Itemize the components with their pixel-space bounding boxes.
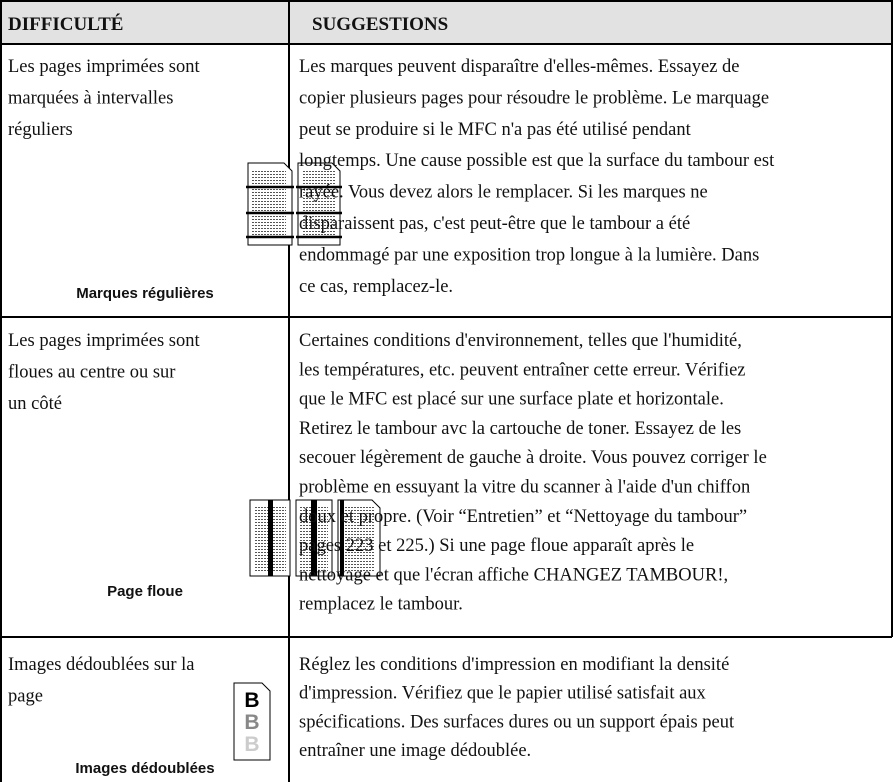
problem-text: Les pages imprimées sont	[8, 331, 200, 351]
problem-text: Les pages imprimées sont	[8, 57, 200, 77]
suggestion-text: disparaissent pas, c'est peut-être que l…	[299, 214, 690, 234]
problem-text: page	[8, 686, 43, 706]
suggestion-text: Certaines conditions d'environnement, te…	[299, 331, 742, 351]
figure-caption: Page floue	[107, 583, 183, 600]
suggestion-text: nettoyage et que l'écran affiche CHANGEZ…	[299, 565, 728, 585]
suggestion-text: pages 223 et 225.) Si une page floue app…	[299, 536, 694, 556]
figure-caption: Images dédoublées	[75, 760, 214, 777]
suggestion-text: entraîner une image dédoublée.	[299, 741, 531, 761]
suggestion-text: que le MFC est placé sur une surface pla…	[299, 390, 724, 410]
problem-text: réguliers	[8, 120, 73, 140]
suggestion-text: d'impression. Vérifiez que le papier uti…	[299, 684, 707, 704]
suggestion-text: Réglez les conditions d'impression en mo…	[299, 655, 729, 675]
problem-text: Images dédoublées sur la	[8, 655, 194, 675]
icon-letter: B	[244, 733, 259, 756]
suggestion-text: remplacez le tambour.	[299, 595, 463, 615]
suggestion-text: ce cas, remplacez-le.	[299, 277, 453, 297]
suggestion-text: rayée. Vous devez alors le remplacer. Si…	[299, 183, 708, 203]
suggestion-text: spécifications. Des surfaces dures ou un…	[299, 712, 735, 732]
suggestion-text: longtemps. Une cause possible est que la…	[299, 151, 775, 171]
header-bg	[0, 0, 893, 44]
problem-text: un côté	[8, 394, 62, 414]
header-difficulty: DIFFICULTÉ	[8, 13, 123, 35]
icon-blurred-page	[249, 499, 381, 577]
icon-regular-marks	[246, 162, 342, 246]
icon-letter: B	[244, 711, 259, 734]
suggestion-text: les températures, etc. peuvent entraîner…	[299, 360, 746, 380]
problem-text: floues au centre ou sur	[8, 362, 175, 382]
suggestion-text: peut se produire si le MFC n'a pas été u…	[299, 120, 692, 140]
suggestion-text: problème en essuyant la vitre du scanner…	[299, 478, 750, 498]
icon-ghost-page	[233, 682, 271, 761]
figure-caption: Marques régulières	[76, 285, 214, 302]
suggestion-text: Retirez le tambour avc la cartouche de t…	[299, 419, 741, 439]
problem-text: marquées à intervalles	[8, 88, 173, 108]
suggestion-text: doux et propre. (Voir “Entretien” et “Ne…	[299, 507, 747, 527]
suggestion-text: secouer légèrement de gauche à droite. V…	[299, 448, 767, 468]
header-suggestions: SUGGESTIONS	[312, 14, 448, 35]
suggestion-text: endommagé par une exposition trop longue…	[299, 245, 759, 265]
icon-letter: B	[244, 689, 259, 712]
suggestion-text: copier plusieurs pages pour résoudre le …	[299, 88, 769, 108]
suggestion-text: Les marques peuvent disparaître d'elles-…	[299, 57, 740, 77]
